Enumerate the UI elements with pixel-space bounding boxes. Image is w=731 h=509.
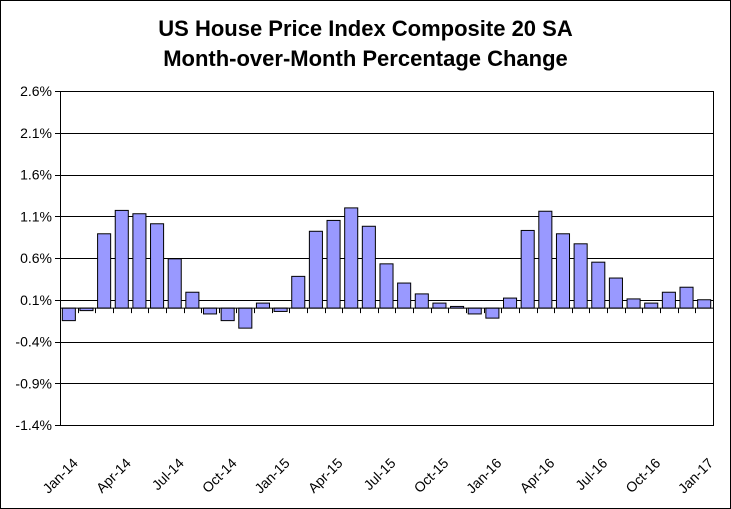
plot-border [60,91,714,426]
chart-title-line-2: Month-over-Month Percentage Change [163,46,568,71]
x-tick-label: Jan-16 [463,455,505,497]
y-tick-label: -0.9% [15,375,52,391]
x-tick-label: Jul-15 [360,455,398,493]
bar [291,275,306,309]
bar [573,243,588,309]
bar [150,223,165,309]
bar [538,210,553,309]
bar [326,219,341,309]
bar [344,207,359,309]
x-tick-label: Jan-15 [251,455,293,497]
y-tick-label: -1.4% [15,417,52,433]
y-tick-label: 1.1% [20,208,52,224]
bar [185,291,200,309]
y-tick-label: 0.1% [20,292,52,308]
x-tick-label: Apr-14 [93,455,134,496]
axes [60,91,714,426]
bar [485,307,500,319]
x-tick-label: Jul-14 [149,455,187,493]
bar [644,302,659,309]
y-tick-label: 1.6% [20,167,52,183]
x-tick-label: Apr-16 [516,455,557,496]
bar [414,293,429,309]
bar [397,282,412,309]
bar [661,291,676,309]
bar [503,297,518,309]
bar [361,225,376,309]
bar [255,302,270,309]
y-tick-label: 2.6% [20,83,52,99]
bar [61,307,76,322]
bar [202,307,218,315]
bar [273,307,288,312]
bar [467,307,482,315]
bar [220,307,235,322]
bars [61,207,712,329]
x-tick-label: Oct-15 [411,455,452,496]
y-tick-label: 0.6% [20,250,52,266]
bar [626,298,641,309]
y-tick-label: 2.1% [20,125,52,141]
bar [379,263,394,309]
bar [132,213,147,309]
x-tick-label: Oct-16 [622,455,663,496]
y-axis-labels: 2.6% 2.1% 1.6% 1.1% 0.6% 0.1% -0.4% -0.9% -1.4% [15,83,52,433]
bar [697,299,712,309]
bar [679,286,694,309]
bar [238,307,253,329]
bar [555,233,571,309]
x-tick-label: Jan-14 [39,455,81,497]
bar [608,277,623,309]
x-axis-labels: Jan-14 Apr-14 Jul-14 Oct-14 Jan-15 Apr-15 Jul-… [39,455,716,497]
y-tick-label: -0.4% [15,334,52,350]
x-tick-label: Oct-14 [199,455,240,496]
bar [97,233,112,309]
chart-title: US House Price Index Composite 20 SA Mon… [0,14,731,74]
bar [167,258,182,309]
x-tick-label: Jul-16 [572,455,610,493]
chart-title-line-1: US House Price Index Composite 20 SA [158,16,573,41]
x-tick-label: Jan-17 [675,455,717,497]
x-tick-label: Apr-15 [305,455,346,496]
bar [308,230,323,309]
bar [114,209,129,309]
bar [432,302,447,309]
bar [520,229,535,309]
bar [591,261,606,309]
